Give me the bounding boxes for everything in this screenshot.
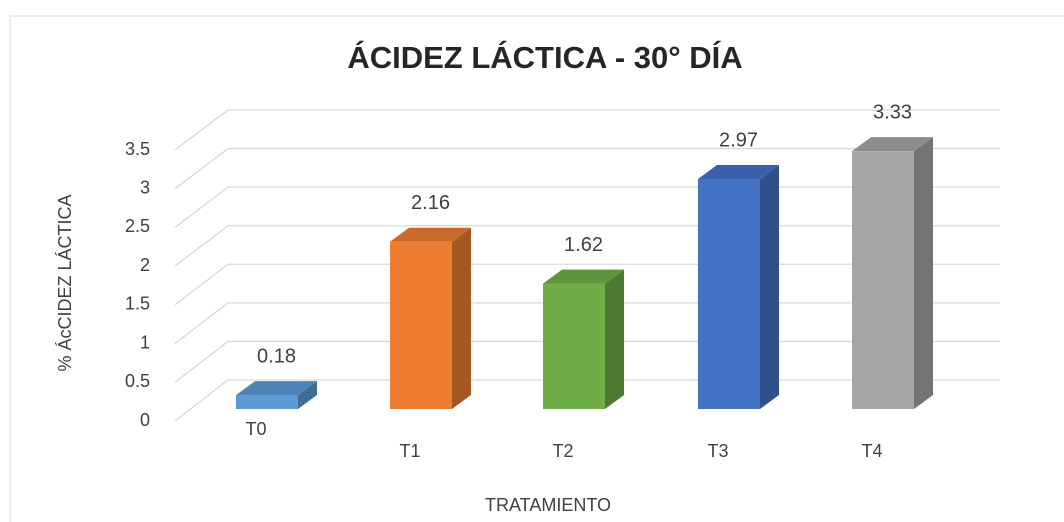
y-tick-label: 1.5 (125, 294, 150, 314)
grid-line (174, 109, 1000, 151)
y-tick-label: 1 (140, 332, 150, 352)
value-label: 1.62 (564, 234, 603, 256)
value-label: 2.97 (719, 129, 758, 151)
x-tick-label: T4 (861, 441, 882, 461)
bar-side (760, 165, 779, 409)
y-tick-label: 2 (140, 255, 150, 275)
value-label: 0.18 (257, 345, 296, 367)
grid-line (174, 147, 1000, 190)
bar (236, 395, 298, 409)
bar-side (452, 227, 471, 409)
bar-top (698, 165, 779, 180)
y-axis-label: % ÁcCIDEZ LÁCTICA (55, 194, 75, 371)
x-tick-label: T2 (552, 441, 573, 461)
y-tick-label: 2.5 (125, 216, 150, 236)
bar-top (236, 381, 317, 396)
bar-side (914, 137, 933, 410)
x-tick-label: T1 (399, 441, 420, 461)
bar-top (390, 227, 471, 242)
y-tick-label: 0 (140, 410, 150, 430)
bar-top (543, 269, 624, 284)
bar-top (852, 137, 933, 152)
x-tick-label: T3 (707, 441, 728, 461)
y-tick-label: 3.5 (125, 139, 150, 159)
y-tick-label: 0.5 (125, 371, 150, 391)
y-tick-label: 3 (140, 177, 150, 197)
bar-side (605, 269, 624, 409)
chart-title: ÁCIDEZ LÁCTICA - 30° DÍA (347, 40, 742, 75)
x-tick-label: T0 (245, 419, 266, 439)
value-label: 2.16 (411, 192, 450, 214)
bar (852, 151, 914, 410)
x-axis-label: TRATAMIENTO (485, 495, 611, 515)
bar (698, 179, 760, 409)
bar (543, 283, 605, 409)
bar (390, 241, 452, 409)
value-label: 3.33 (873, 101, 912, 123)
bar-side (298, 381, 317, 409)
